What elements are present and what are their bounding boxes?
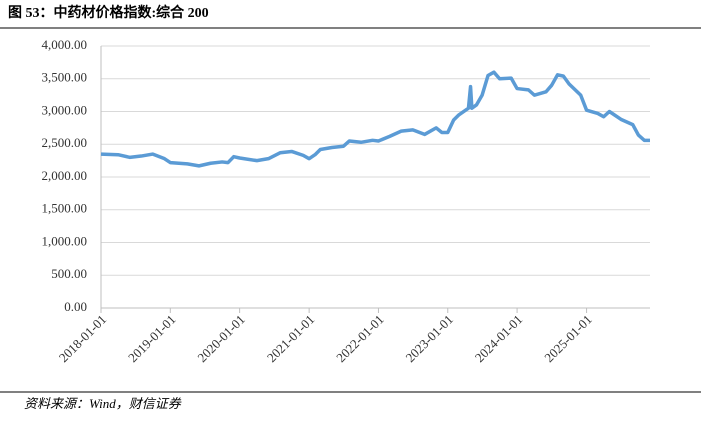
series-line (100, 70, 650, 168)
y-tick-label: 500.00 (51, 266, 87, 281)
x-tick-label: 2020-01-01 (194, 312, 248, 366)
y-tick-label: 3,500.00 (42, 70, 88, 85)
y-tick-label: 2,500.00 (42, 135, 88, 150)
y-tick-label: 1,000.00 (42, 233, 88, 248)
x-tick-label: 2021-01-01 (264, 312, 318, 366)
x-tick-label: 2023-01-01 (402, 312, 456, 366)
source: 资料来源：Wind，财信证券 (24, 396, 182, 411)
y-tick-label: 3,000.00 (42, 102, 88, 117)
x-tick-label: 2019-01-01 (125, 312, 179, 366)
x-tick-label: 2025-01-01 (541, 312, 595, 366)
y-tick-label: 2,000.00 (42, 168, 88, 183)
x-tick-label: 2024-01-01 (472, 312, 526, 366)
chart-title: 图 53：中药材价格指数:综合 200 (8, 4, 209, 21)
x-tick-label: 2018-01-01 (56, 312, 110, 366)
y-tick-label: 4,000.00 (42, 37, 88, 52)
y-tick-label: 1,500.00 (42, 201, 88, 216)
x-tick-label: 2022-01-01 (333, 312, 387, 366)
y-tick-label: 0.00 (64, 299, 87, 314)
